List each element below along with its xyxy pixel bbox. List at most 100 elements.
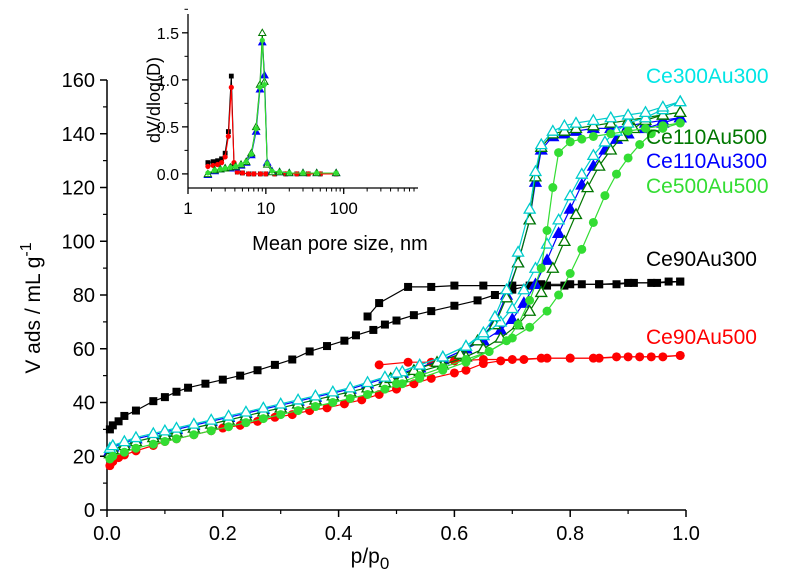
data-point — [308, 388, 323, 401]
data-point — [479, 281, 488, 290]
data-point — [326, 384, 340, 397]
data-point — [623, 153, 633, 163]
inset-data-point — [233, 163, 239, 169]
data-point — [534, 137, 548, 150]
inset-data-point — [294, 171, 300, 177]
inset-y-axis-label: dV/dlog(D) — [144, 57, 164, 143]
inset-data-point — [257, 28, 267, 37]
data-point — [551, 226, 566, 238]
data-point — [201, 379, 210, 388]
data-point — [569, 116, 583, 128]
data-point — [369, 325, 378, 334]
data-point — [351, 331, 360, 340]
data-point — [293, 406, 303, 416]
data-point — [675, 118, 685, 128]
data-point — [598, 135, 612, 147]
inset-data-point — [245, 171, 252, 177]
data-point — [676, 277, 685, 286]
data-point — [540, 237, 554, 249]
data-point — [528, 164, 543, 177]
end-label-ce90au500: Ce90Au500 — [646, 326, 757, 349]
data-point — [131, 406, 140, 415]
data-point — [523, 304, 537, 316]
data-point — [453, 347, 467, 359]
data-point — [612, 352, 622, 362]
data-point — [256, 401, 270, 413]
inset-series-ce500au500 — [205, 37, 339, 176]
inset-y-tick-label: 0.5 — [157, 120, 179, 137]
data-point — [517, 282, 531, 295]
data-point — [258, 414, 268, 424]
data-point — [291, 393, 305, 405]
data-point — [594, 353, 604, 363]
data-point — [239, 405, 253, 417]
data-point — [638, 105, 653, 118]
data-point — [288, 355, 297, 364]
data-point — [189, 430, 199, 440]
data-point — [586, 148, 600, 161]
data-point — [241, 418, 251, 428]
main-axis-ticks: 0.0 0.2 0.4 0.6 0.8 1.0 0 20 40 60 80 100 120 140 160 — [62, 70, 700, 545]
inset-data-point — [227, 164, 233, 170]
y-tick-label: 40 — [73, 393, 95, 415]
data-point — [218, 375, 227, 384]
data-point — [563, 202, 577, 214]
inset-data-point — [286, 170, 292, 176]
desorption-line — [390, 111, 681, 379]
data-point — [409, 311, 418, 320]
x-tick-label: 0.6 — [440, 523, 468, 545]
data-point — [328, 398, 338, 407]
inset-data-point — [222, 154, 228, 160]
inset-data-point — [210, 159, 216, 165]
data-point — [499, 282, 514, 295]
x-tick-label: 0.4 — [325, 523, 353, 545]
data-point — [169, 421, 184, 433]
data-point — [131, 443, 141, 453]
x-tick-label: 0.0 — [93, 523, 121, 545]
data-point — [378, 370, 392, 382]
data-point — [490, 291, 499, 299]
y-tick-label: 80 — [73, 285, 95, 307]
end-label-ce110au300: Ce110Au300 — [646, 150, 767, 173]
data-point — [129, 430, 143, 443]
data-point — [236, 371, 245, 380]
data-point — [646, 129, 656, 139]
data-point — [569, 207, 583, 220]
data-point — [565, 353, 575, 363]
data-point — [577, 280, 586, 289]
inset-data-point — [239, 170, 246, 176]
data-point — [536, 353, 546, 363]
inset-data-point — [238, 161, 244, 168]
data-point — [536, 263, 546, 273]
inset-data-point — [215, 158, 221, 164]
data-point — [565, 269, 575, 278]
data-point — [345, 393, 355, 403]
data-point — [476, 325, 490, 338]
data-point — [623, 126, 633, 136]
end-label-ce90au300: Ce90Au300 — [646, 248, 757, 271]
data-point — [404, 282, 413, 291]
inset-data-point — [276, 169, 283, 175]
data-point — [542, 306, 552, 316]
data-point — [450, 301, 459, 310]
data-point — [624, 278, 633, 287]
data-point — [537, 280, 546, 289]
data-point — [148, 439, 158, 449]
inset-data-point — [261, 81, 268, 88]
main-series-group — [103, 94, 687, 471]
data-point — [415, 371, 425, 381]
data-point — [566, 280, 575, 289]
inset-data-point — [205, 160, 211, 166]
inset-data-point — [314, 170, 320, 176]
data-point — [459, 339, 473, 351]
data-point — [534, 285, 548, 298]
data-point — [621, 108, 635, 120]
y-tick-label: 20 — [73, 446, 95, 468]
data-point — [392, 379, 401, 389]
data-point — [363, 389, 373, 399]
data-point — [363, 312, 372, 321]
data-point — [380, 320, 389, 329]
data-point — [160, 436, 170, 446]
data-point — [647, 278, 656, 287]
y-tick-label: 0 — [84, 500, 95, 522]
